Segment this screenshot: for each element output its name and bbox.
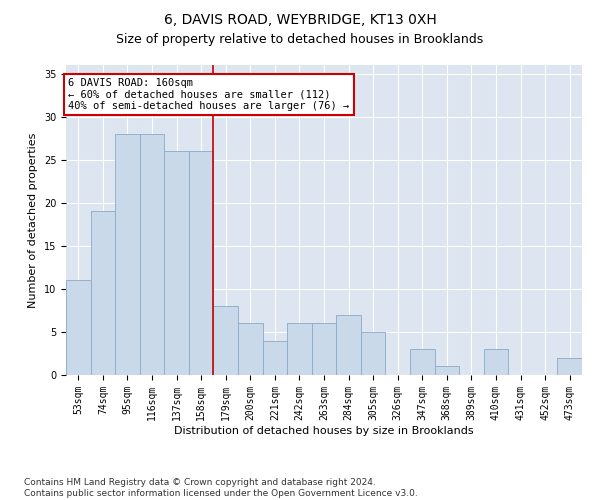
Bar <box>66 280 91 375</box>
Bar <box>164 151 189 375</box>
Bar <box>115 134 140 375</box>
Bar <box>91 212 115 375</box>
Bar <box>361 332 385 375</box>
Bar <box>484 349 508 375</box>
Bar <box>263 340 287 375</box>
Bar <box>238 324 263 375</box>
Text: 6 DAVIS ROAD: 160sqm
← 60% of detached houses are smaller (112)
40% of semi-deta: 6 DAVIS ROAD: 160sqm ← 60% of detached h… <box>68 78 350 111</box>
Bar <box>189 151 214 375</box>
Text: 6, DAVIS ROAD, WEYBRIDGE, KT13 0XH: 6, DAVIS ROAD, WEYBRIDGE, KT13 0XH <box>164 12 436 26</box>
Bar <box>434 366 459 375</box>
Bar <box>287 324 312 375</box>
Bar <box>140 134 164 375</box>
Y-axis label: Number of detached properties: Number of detached properties <box>28 132 38 308</box>
Bar <box>410 349 434 375</box>
Bar <box>214 306 238 375</box>
Text: Size of property relative to detached houses in Brooklands: Size of property relative to detached ho… <box>116 32 484 46</box>
Bar <box>336 314 361 375</box>
Bar <box>312 324 336 375</box>
Text: Contains HM Land Registry data © Crown copyright and database right 2024.
Contai: Contains HM Land Registry data © Crown c… <box>24 478 418 498</box>
X-axis label: Distribution of detached houses by size in Brooklands: Distribution of detached houses by size … <box>174 426 474 436</box>
Bar <box>557 358 582 375</box>
